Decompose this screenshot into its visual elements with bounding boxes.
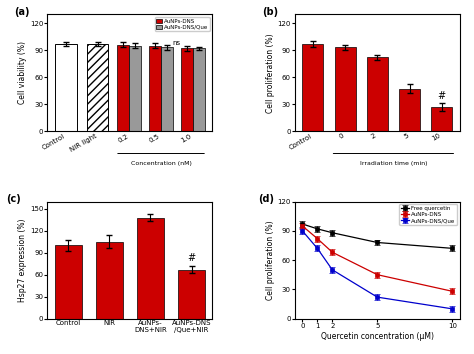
Bar [431,107,452,131]
Bar [137,218,164,319]
Text: (a): (a) [14,7,30,17]
Bar [55,44,77,131]
Bar [161,47,173,131]
Bar [367,57,388,131]
Bar [149,46,161,131]
Bar [181,48,193,131]
Bar [87,44,109,131]
Bar [399,89,420,131]
Text: ns: ns [173,40,181,46]
Text: (c): (c) [6,194,21,205]
Bar [193,48,205,131]
Y-axis label: Cell viability (%): Cell viability (%) [18,41,27,104]
Text: #: # [438,91,446,101]
Legend: AuNPs-DNS, AuNPs-DNS/Que: AuNPs-DNS, AuNPs-DNS/Que [155,17,210,32]
Text: (b): (b) [262,7,278,17]
Text: #: # [187,253,196,263]
Bar [117,45,129,131]
Bar [129,46,141,131]
Text: (d): (d) [258,194,274,205]
X-axis label: Quercetin concentration (μM): Quercetin concentration (μM) [321,332,434,341]
Text: Irradiation time (min): Irradiation time (min) [360,160,427,166]
Bar [178,269,205,319]
Text: Concentration (nM): Concentration (nM) [131,160,191,166]
Bar [335,47,356,131]
Y-axis label: Cell proliferation (%): Cell proliferation (%) [265,33,274,113]
Y-axis label: Hsp27 expression (%): Hsp27 expression (%) [18,218,27,302]
Legend: Free quercetin, AuNPs-DNS, AuNPs-DNS/Que: Free quercetin, AuNPs-DNS, AuNPs-DNS/Que [400,204,457,225]
Bar [96,242,123,319]
Bar [302,44,323,131]
Bar [55,245,82,319]
Y-axis label: Cell proliferation (%): Cell proliferation (%) [265,220,274,300]
